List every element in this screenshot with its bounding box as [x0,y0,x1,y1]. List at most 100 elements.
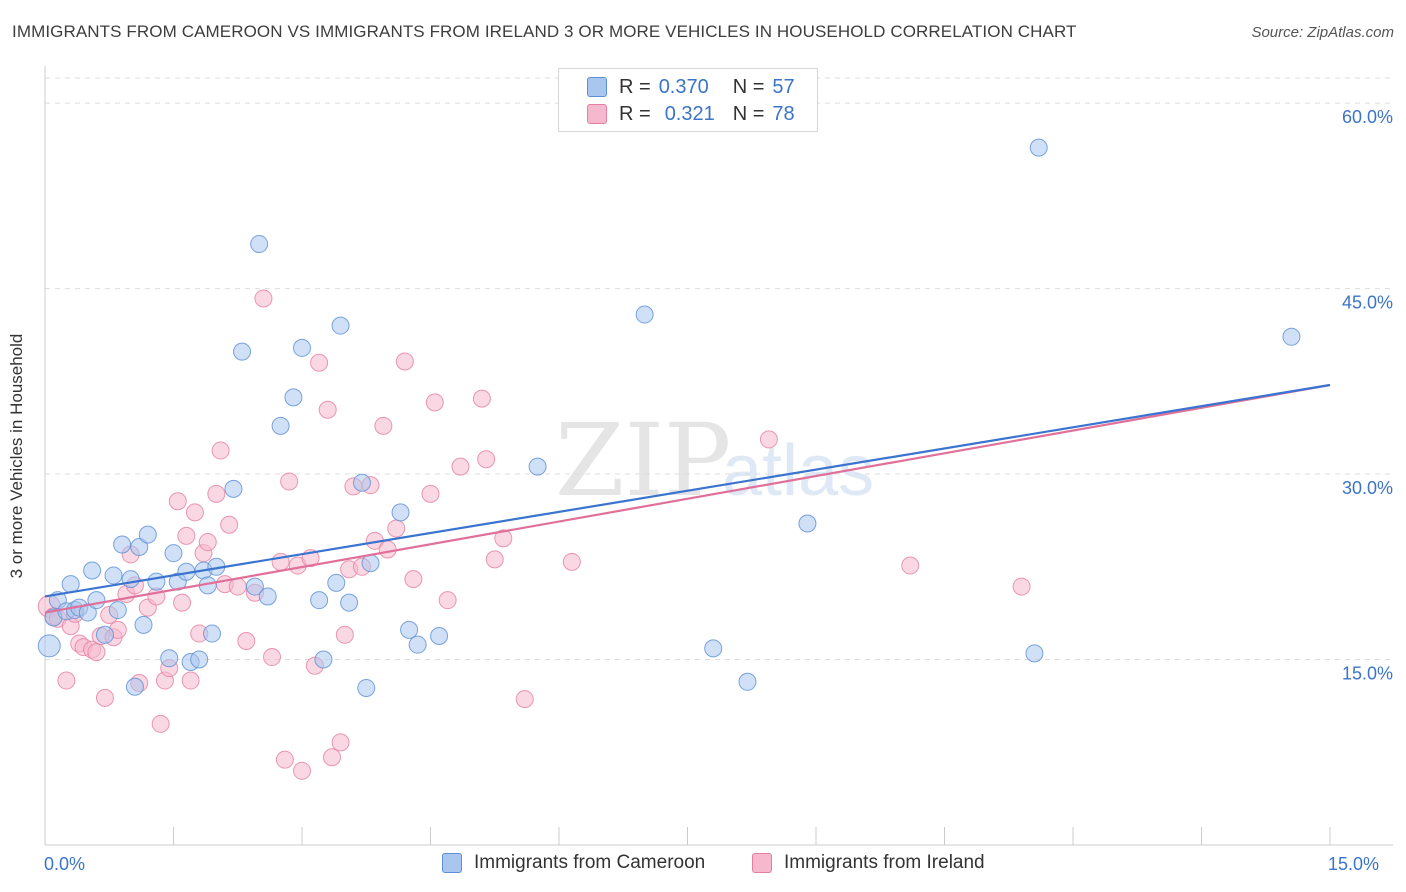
watermark-atlas: atlas [722,431,874,511]
cameroon-point [138,525,157,544]
cameroon-point [314,650,333,669]
ireland-point [293,761,311,780]
n-value: 57 [772,75,795,98]
ireland-point [494,529,513,548]
cameroon-point [224,479,243,498]
cameroon-point [400,620,419,639]
cameroon-point [104,566,123,585]
ireland-point [1012,577,1031,596]
cameroon-trend-line [44,383,1331,598]
cameroon-point [1029,138,1048,157]
ireland-point [477,450,496,469]
ireland-point [228,577,247,596]
ireland-point [263,648,282,667]
ireland-point [211,441,230,460]
n-value: 78 [772,102,795,125]
cameroon-point [284,388,303,407]
cameroon-point [250,235,269,254]
y-tick-label: 60.0% [1342,107,1393,127]
ireland-point [207,484,226,503]
cameroon-swatch [587,77,607,97]
cameroon-point [340,593,359,612]
cameroon-point [258,587,277,606]
cameroon-point [408,635,427,654]
cameroon-point [108,601,127,620]
ireland-point [57,671,76,690]
cameroon-legend-swatch [442,853,462,873]
cameroon-point [203,624,222,643]
ireland-point [275,750,294,769]
ireland-point [378,540,397,559]
ireland-point [237,631,256,650]
ireland-point [395,352,414,371]
cameroon-point [1025,644,1044,663]
ireland-trend-line [44,383,1331,614]
cameroon-point [37,634,61,658]
watermark: ZIP atlas [555,402,874,519]
cameroon-point [357,678,376,697]
ireland-point [280,472,299,491]
ireland-point [901,556,920,575]
cameroon-point [160,649,179,668]
cameroon-point [125,677,144,696]
cameroon-point [352,473,371,492]
gridlines [45,77,1393,661]
cameroon-point [134,615,153,634]
source-label: Source: ZipAtlas.com [1251,24,1394,41]
ireland-point [185,503,204,522]
ireland-point [87,643,106,662]
ireland-point [168,492,187,511]
y-tick-label: 30.0% [1342,478,1393,498]
ireland-swatch [587,104,607,124]
cameroon-point [798,514,817,533]
ireland-point [331,733,350,752]
ireland-point [421,484,440,503]
cameroon-point [361,554,380,573]
trend-lines [44,383,1331,614]
cameroon-point [164,544,183,563]
cameroon-point [327,573,346,592]
cameroon-point [704,639,723,658]
legend-label-ireland: Immigrants from Ireland [784,852,985,873]
cameroon-point [331,316,350,335]
cameroon-point [83,561,102,580]
stats-legend-row-ireland: R = 0.321 N = 78 [587,102,795,126]
cameroon-point [430,627,449,646]
cameroon-point [738,672,757,691]
cameroon-point [310,591,329,610]
ireland-point [198,533,217,552]
ireland-point [425,393,444,412]
n-label: N = [732,75,765,98]
ireland-point [515,690,534,709]
ireland-legend-swatch [752,853,772,873]
x-tick-label-max: 15.0% [1328,854,1380,874]
ireland-point [374,416,393,435]
cameroon-point [635,305,654,324]
y-axis-label: 3 or more Vehicles in Household [7,333,26,579]
cameroon-point [87,591,106,610]
watermark-zip: ZIP [555,402,731,519]
ireland-point [177,526,196,545]
cameroon-point [147,572,166,591]
ireland-point [322,748,341,767]
series-legend: Immigrants from Cameroon Immigrants from… [0,852,1406,878]
n-label: N = [732,102,765,125]
series-ireland-points [37,289,1031,780]
ireland-point [310,353,329,372]
legend-item-cameroon: Immigrants from Cameroon [442,852,705,874]
series-cameroon-points [37,138,1301,697]
ireland-point [472,389,491,408]
ireland-point [254,289,273,308]
ireland-point [173,593,192,612]
ireland-point [451,457,470,476]
ireland-point [404,570,423,589]
r-label: R = [619,102,651,125]
ireland-point [562,552,581,571]
cameroon-point [391,503,410,522]
ireland-point [181,671,200,690]
ireland-point [220,515,239,534]
cameroon-point [245,577,264,596]
cameroon-point [271,416,290,435]
cameroon-point [293,338,311,357]
r-value: 0.370 [658,75,709,98]
